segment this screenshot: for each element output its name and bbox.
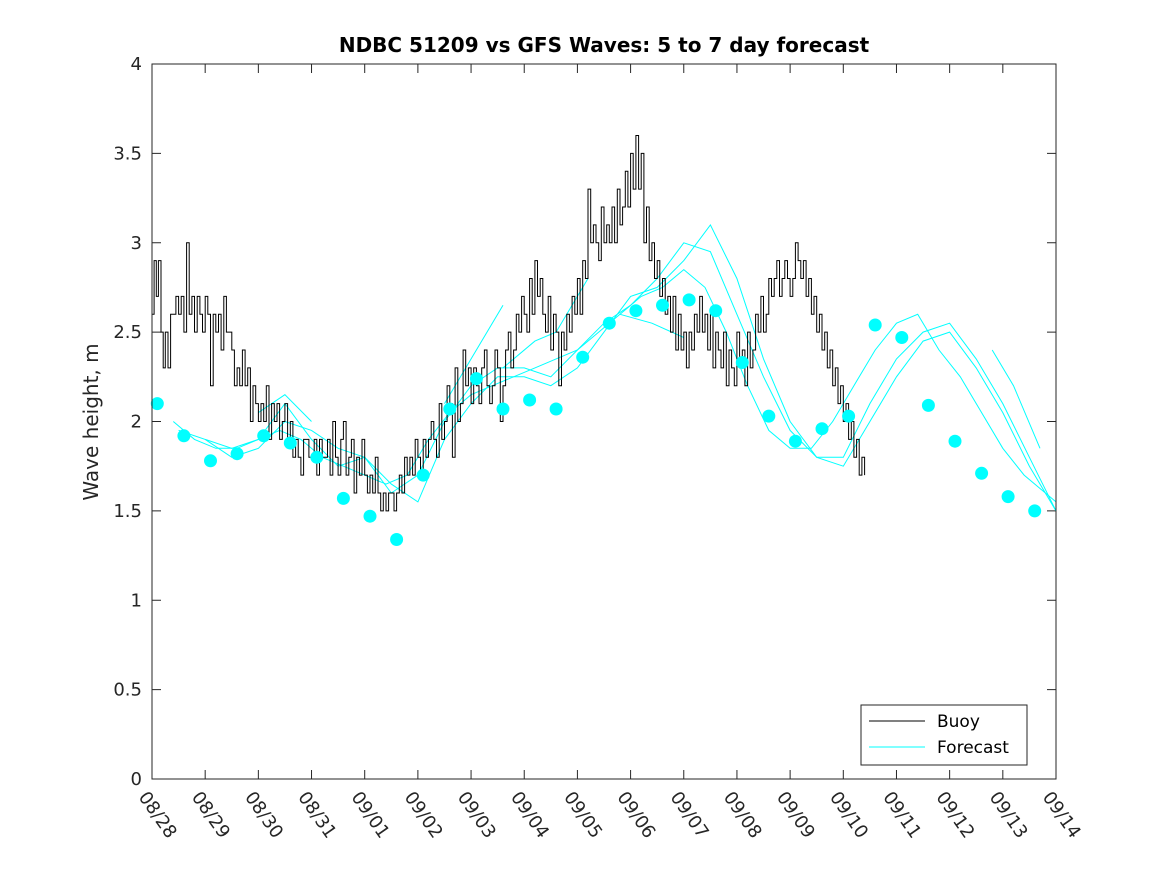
y-tick-label: 1 xyxy=(131,590,142,611)
forecast-point xyxy=(310,450,324,464)
forecast-line-fragment xyxy=(444,305,504,404)
y-tick-labels: 0 0.5 1 1.5 2 2.5 3 3.5 4 xyxy=(113,54,142,790)
forecast-point xyxy=(390,533,404,546)
forecast-point xyxy=(788,434,802,448)
forecast-line xyxy=(205,223,1057,512)
y-tick-label: 4 xyxy=(131,54,142,75)
forecast-point xyxy=(576,350,590,364)
y-tick-label: 0.5 xyxy=(113,680,142,701)
series-layer xyxy=(150,135,1057,546)
legend: Buoy Forecast xyxy=(860,704,1028,766)
forecast-point xyxy=(549,402,563,416)
forecast-point xyxy=(523,393,537,407)
forecast-point xyxy=(735,356,749,369)
forecast-point xyxy=(443,402,457,416)
forecast-point xyxy=(709,304,723,318)
buoy-line xyxy=(152,135,866,512)
y-tick-label: 1.5 xyxy=(113,501,142,522)
y-axis-label: Wave height, m xyxy=(79,343,103,500)
y-tick-label: 3.5 xyxy=(113,143,142,164)
forecast-point xyxy=(842,409,856,423)
forecast-point xyxy=(975,466,989,480)
forecast-point xyxy=(177,429,191,443)
y-tick-label: 3 xyxy=(131,233,142,254)
forecast-point xyxy=(656,298,669,312)
forecast-point xyxy=(895,331,909,344)
forecast-point xyxy=(629,304,643,318)
forecast-line-fragment xyxy=(258,394,312,422)
forecast-line-fragment xyxy=(619,313,685,338)
forecast-point xyxy=(230,447,244,461)
forecast-point xyxy=(602,316,616,330)
forecast-point xyxy=(948,434,962,448)
axes-box xyxy=(151,63,1057,780)
forecast-point xyxy=(336,491,350,505)
y-tick-label: 0 xyxy=(131,769,142,790)
forecast-point xyxy=(204,454,217,468)
forecast-point xyxy=(1028,504,1042,518)
forecast-point xyxy=(283,436,297,450)
forecast-point xyxy=(868,318,882,332)
legend-buoy-label: Buoy xyxy=(937,712,980,732)
forecast-point xyxy=(682,293,696,307)
forecast-point xyxy=(363,509,377,523)
forecast-point xyxy=(469,372,483,386)
forecast-line-fragment xyxy=(991,349,1041,449)
forecast-point xyxy=(150,397,164,411)
y-tick-label: 2 xyxy=(131,412,142,433)
forecast-point xyxy=(1001,490,1015,504)
forecast-point xyxy=(496,402,510,416)
legend-box xyxy=(860,704,1028,766)
chart-title: NDBC 51209 vs GFS Waves: 5 to 7 day fore… xyxy=(339,33,870,57)
y-tick-label: 2.5 xyxy=(113,322,142,343)
forecast-point xyxy=(921,398,935,412)
forecast-point xyxy=(416,468,430,482)
forecast-point xyxy=(815,422,829,436)
forecast-point xyxy=(762,409,776,423)
legend-forecast-label: Forecast xyxy=(937,738,1009,758)
forecast-point xyxy=(257,429,271,443)
